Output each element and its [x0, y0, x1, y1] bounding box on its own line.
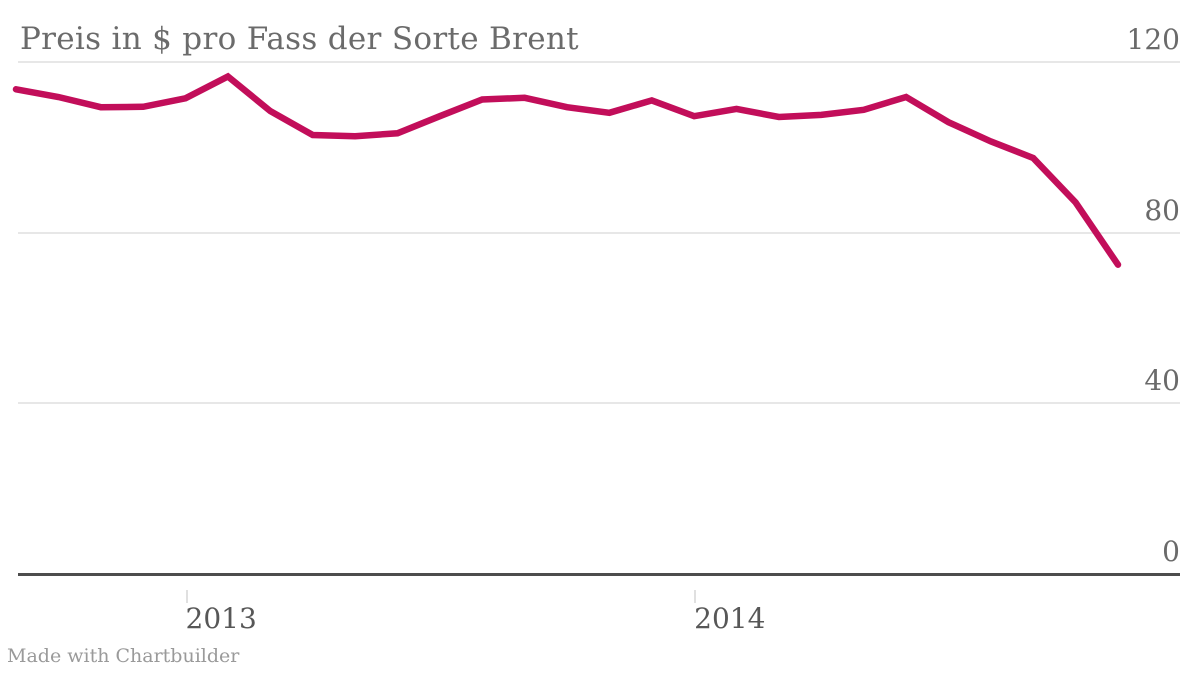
chart-title: Preis in $ pro Fass der Sorte Brent — [20, 21, 579, 57]
y-axis-label-0: 0 — [1162, 535, 1180, 568]
x-axis-label-2014: 2014 — [694, 602, 766, 635]
gridline-120 — [18, 61, 1180, 63]
gridline-80 — [18, 231, 1180, 234]
y-axis-label-80: 80 — [1144, 193, 1180, 227]
gridline-40 — [18, 402, 1180, 405]
x-axis-label-2013: 2013 — [185, 602, 257, 635]
x-tick-2013 — [185, 590, 188, 603]
brent-price-line — [12, 72, 1122, 268]
chartbuilder-credit: Made with Chartbuilder — [7, 645, 240, 667]
y-axis-label-120: 120 — [1126, 23, 1180, 56]
gridline-0 — [18, 573, 1180, 576]
y-axis-label-40: 40 — [1144, 364, 1180, 398]
x-tick-2014 — [694, 590, 697, 603]
